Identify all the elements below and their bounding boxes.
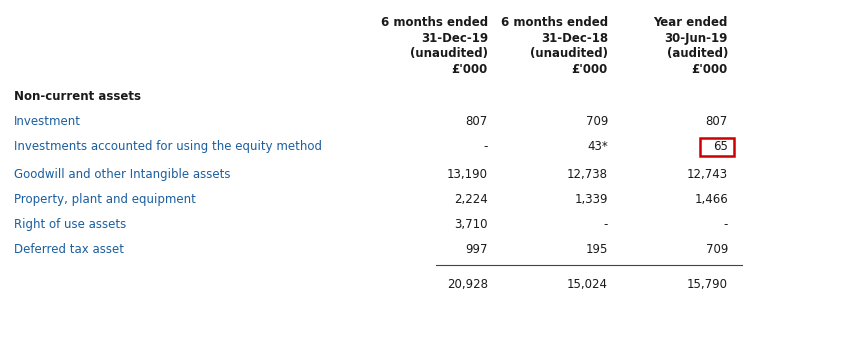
Text: 31-Dec-18: 31-Dec-18: [541, 32, 608, 45]
Text: £'000: £'000: [572, 63, 608, 76]
Text: 30-Jun-19: 30-Jun-19: [664, 32, 728, 45]
Text: 13,190: 13,190: [447, 168, 488, 181]
Text: 807: 807: [466, 115, 488, 128]
Text: Investment: Investment: [14, 115, 81, 128]
Text: 43*: 43*: [587, 140, 608, 153]
Text: £'000: £'000: [452, 63, 488, 76]
Text: 12,743: 12,743: [687, 168, 728, 181]
Text: 65: 65: [713, 140, 728, 153]
Text: 6 months ended: 6 months ended: [381, 16, 488, 29]
Bar: [700, 138, 734, 156]
Text: 12,738: 12,738: [567, 168, 608, 181]
Text: 709: 709: [706, 243, 728, 256]
Text: 709: 709: [586, 115, 608, 128]
Text: (unaudited): (unaudited): [410, 47, 488, 60]
Text: -: -: [483, 140, 488, 153]
Text: 31-Dec-19: 31-Dec-19: [421, 32, 488, 45]
Text: 2,224: 2,224: [454, 193, 488, 206]
Text: Non-current assets: Non-current assets: [14, 90, 141, 103]
Text: 997: 997: [466, 243, 488, 256]
Text: (audited): (audited): [667, 47, 728, 60]
Text: -: -: [604, 218, 608, 231]
Text: Property, plant and equipment: Property, plant and equipment: [14, 193, 196, 206]
Text: £'000: £'000: [692, 63, 728, 76]
Text: 3,710: 3,710: [455, 218, 488, 231]
Text: Right of use assets: Right of use assets: [14, 218, 126, 231]
Text: 15,024: 15,024: [567, 278, 608, 291]
Text: 20,928: 20,928: [447, 278, 488, 291]
Text: 6 months ended: 6 months ended: [501, 16, 608, 29]
Text: Goodwill and other Intangible assets: Goodwill and other Intangible assets: [14, 168, 231, 181]
Text: Investments accounted for using the equity method: Investments accounted for using the equi…: [14, 140, 322, 153]
Text: 15,790: 15,790: [687, 278, 728, 291]
Text: Deferred tax asset: Deferred tax asset: [14, 243, 124, 256]
Text: -: -: [723, 218, 728, 231]
Text: Year ended: Year ended: [653, 16, 728, 29]
Text: 1,466: 1,466: [695, 193, 728, 206]
Text: (unaudited): (unaudited): [530, 47, 608, 60]
Text: 195: 195: [586, 243, 608, 256]
Text: 807: 807: [706, 115, 728, 128]
Text: 1,339: 1,339: [574, 193, 608, 206]
